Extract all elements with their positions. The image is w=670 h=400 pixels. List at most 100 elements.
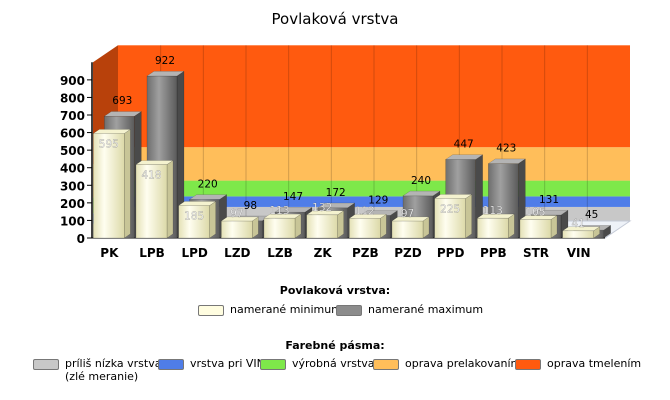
bar-min-PZB-top [348,213,388,219]
legend-swatch-band-repaint [373,359,399,370]
bands-legend: príliš nízka vrstva (zlé meranie) vrstva… [0,357,670,387]
legend-label-band-production: výrobná vrstva [292,357,375,370]
bar-min-PK [93,133,125,239]
bar-min-PPB [477,217,509,239]
data-label-max-LPB: 922 [155,55,175,67]
bar-min-STR [519,219,552,239]
data-label-max-PPB: 423 [496,143,516,155]
data-label-max-PZD: 240 [411,175,431,187]
data-label-min-VIN: 41 [571,218,584,230]
bar-min-PZD [391,220,424,239]
data-label-min-LZD: 97 [230,208,243,220]
x-tick-label-PZD: PZD [394,246,421,260]
legend-swatch-minimum [198,305,224,316]
y-tick-label-0: 0 [77,232,85,246]
data-label-min-PPB: 113 [483,205,503,217]
data-label-min-PK: 595 [99,138,119,150]
x-tick-label-VIN: VIN [567,246,591,260]
data-label-max-PPD: 447 [454,138,474,150]
data-label-max-VIN: 45 [585,209,598,221]
data-label-min-PPD: 225 [440,203,460,215]
bar-min-LPD-top [177,201,217,206]
legend-item-minimum: namerané minimum [198,303,342,316]
bar-max-ZK-top [316,202,356,209]
band-back-4 [118,45,630,148]
data-label-min-STR: 105 [525,207,545,219]
data-label-min-PZB: 112 [355,205,375,217]
y-tick-label-100: 100 [60,214,85,228]
x-tick-label-LPD: LPD [181,246,207,260]
chart-title: Povlaková vrstva [271,10,399,28]
data-label-min-ZK: 132 [312,202,332,214]
bar-max-PZD-top [402,190,441,197]
x-tick-label-LPB: LPB [139,246,165,260]
y-tick-label-900: 900 [60,74,85,88]
legend-swatch-band-vin [158,359,184,370]
bar-min-PK-top [92,129,132,134]
x-tick-label-PK: PK [100,246,119,260]
data-label-min-PZD: 97 [401,208,414,220]
legend-item-band-vin: vrstva pri VIN [158,357,265,370]
bar-max-LPD-top [188,194,228,200]
bar-max-PPB-top [487,158,527,164]
band-back-3 [118,147,630,181]
y-tick-label-500: 500 [60,144,85,158]
x-tick-label-LZD: LZD [224,246,250,260]
bar-min-LPD [178,205,210,239]
bar-min-PPD-side [465,193,472,239]
bar-max-PK-top [103,111,143,117]
bar-min-VIN-top [561,226,601,232]
bar-min-STR-top [519,215,558,220]
bar-min-LPD-side [209,200,216,239]
data-label-max-PK: 693 [112,95,132,107]
legend-item-band-production: výrobná vrstva [260,357,375,370]
series-legend-title: Povlaková vrstva: [279,284,391,297]
data-label-max-LZD: 98 [244,200,257,212]
legend-label-maximum: namerané maximum [368,303,484,316]
bar-min-ZK [306,214,338,239]
bar-min-VIN [562,230,594,239]
data-label-max-LPD: 220 [198,178,218,190]
data-label-min-LPD: 185 [184,210,204,222]
legend-label-band-low: príliš nízka vrstva (zlé meranie) [65,357,162,383]
data-label-max-LZB: 147 [283,191,303,203]
bar-min-PPB-top [476,213,516,219]
bar-min-ZK-top [305,210,345,216]
bar-min-ZK-side [337,210,344,239]
data-label-max-PZB: 129 [368,194,388,206]
x-tick-label-LZB: LZB [267,246,293,260]
bar-min-PK-side [124,128,131,239]
bar-min-PZD-top [391,216,430,222]
legend-item-band-repaint: oprava prelakovaním [373,357,521,370]
bar-min-LPB [135,164,168,239]
bar-min-PPD-top [433,194,473,199]
data-label-max-ZK: 172 [326,187,346,199]
legend-label-band-vin: vrstva pri VIN [190,357,265,370]
y-tick-label-600: 600 [60,127,85,141]
data-label-max-STR: 131 [539,194,559,206]
chart-plot: 0 100 200 300 400 500 600 700 800 900 693 595 PK 922… [60,45,632,260]
y-tick-label-700: 700 [60,109,85,123]
bar-max-LZB-top [274,207,313,213]
legend-item-band-low: príliš nízka vrstva (zlé meranie) [33,357,161,383]
legend-label-band-filler: oprava tmelením [547,357,642,370]
bar-max-LPB-top [146,70,185,77]
y-tick-label-400: 400 [60,162,85,176]
x-tick-label-PPB: PPB [480,246,507,260]
bands-legend-title: Farebné pásma: [285,339,385,352]
bar-min-LPB-side [166,160,174,239]
bar-min-LPB-top [135,160,174,165]
legend-item-band-filler: oprava tmelením [515,357,641,370]
legend-swatch-band-filler [515,359,541,370]
x-tick-label-ZK: ZK [314,246,333,260]
band-back-1 [118,196,630,207]
legend-label-band-repaint: oprava prelakovaním [405,357,522,370]
bar-min-LZB-top [263,213,302,219]
bar-min-PZB [349,218,381,239]
legend-item-maximum: namerané maximum [336,303,483,316]
y-tick-label-800: 800 [60,91,85,105]
series-legend: namerané minimum namerané maximum [0,303,670,319]
legend-swatch-band-production [260,359,286,370]
legend-swatch-band-low [33,359,59,370]
bar-min-LZD-top [220,216,260,222]
